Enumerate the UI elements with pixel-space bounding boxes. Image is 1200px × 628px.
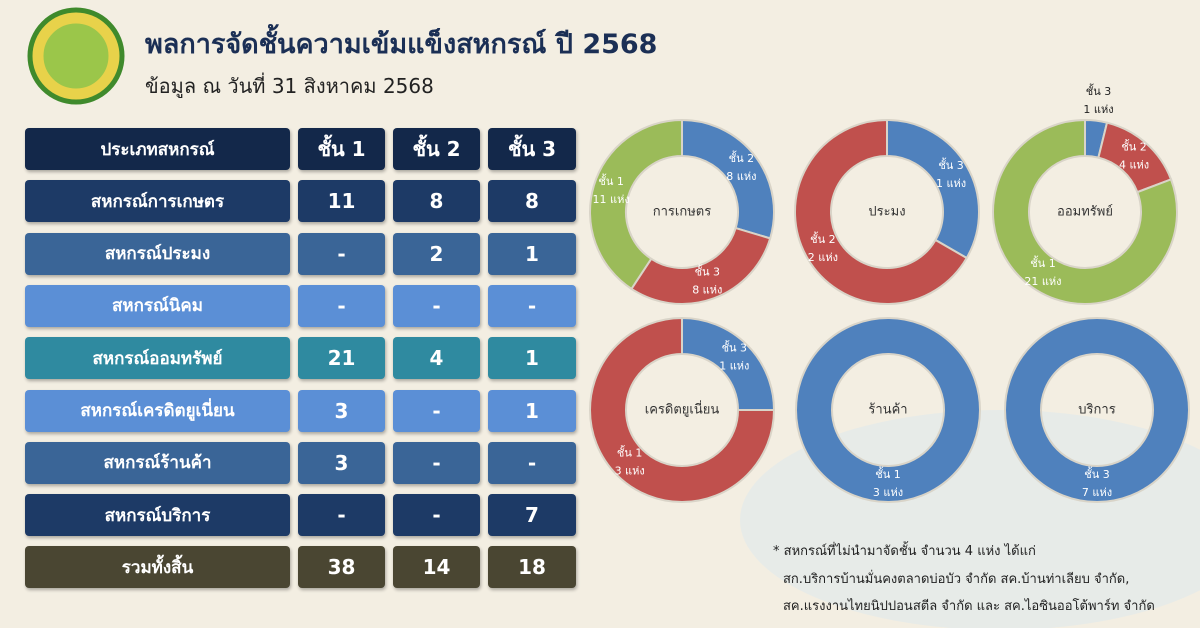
table-cell: - xyxy=(393,494,480,537)
table-cell: 18 xyxy=(488,546,576,589)
table-cell: - xyxy=(298,232,385,275)
header-cell: ประเภทสหกรณ์ xyxy=(25,128,290,170)
slice-category: ชั้น 2 xyxy=(810,231,835,246)
donut-slice xyxy=(630,226,772,305)
subtitle: ข้อมูล ณ วันที่ 31 สิงหาคม 2568 xyxy=(145,74,434,98)
table-cell: 8 xyxy=(393,180,480,223)
table-cell: - xyxy=(298,284,385,327)
slice-value-label: 1 แห่ง xyxy=(719,360,749,373)
table-cell: รวมทั้งสิ้น xyxy=(25,546,290,589)
slice-value-label: 11 แห่ง xyxy=(592,193,629,206)
footnote: สก.บริการบ้านมั่นคงตลาดบ่อบัว จำกัด สค.บ… xyxy=(783,572,1130,587)
table-cell: สหกรณ์การเกษตร xyxy=(25,180,290,223)
slice-value-label: 3 แห่ง xyxy=(615,464,645,477)
slice-category: ชั้น 3 xyxy=(1084,466,1109,481)
table-cell: 21 xyxy=(298,337,385,380)
slice-category: ชั้น 3 xyxy=(722,340,747,355)
footnote: * สหกรณ์ที่ไม่นำมาจัดชั้น จำนวน 4 แห่ง ไ… xyxy=(773,544,1036,559)
table-cell: 14 xyxy=(393,546,480,589)
donut-slice xyxy=(795,316,981,504)
slice-value-label: 3 แห่ง xyxy=(873,486,903,499)
table-cell: สหกรณ์ประมง xyxy=(25,232,290,275)
donut-title: ออมทรัพย์ xyxy=(1057,204,1113,220)
slice-value-label: 1 แห่ง xyxy=(1083,103,1113,116)
table-cell: 3 xyxy=(298,441,385,484)
donut-slice xyxy=(589,316,776,503)
slice-category: ชั้น 1 xyxy=(617,444,642,459)
header-cell: ชั้น 3 xyxy=(488,128,576,170)
table-cell: - xyxy=(298,494,385,537)
donut-slice xyxy=(1004,316,1190,504)
donut-slice xyxy=(1097,121,1173,194)
table-cell: - xyxy=(488,284,576,327)
donut-slice xyxy=(589,118,683,291)
title: พลการจัดชั้นความเข้มแข็งสหกรณ์ ปี 2568 xyxy=(145,29,658,60)
table-cell: - xyxy=(393,389,480,432)
table-cell: 1 xyxy=(488,389,576,432)
table-cell: สหกรณ์นิคม xyxy=(25,284,290,327)
slice-category: ชั้น 1 xyxy=(1030,255,1055,270)
donut-slice xyxy=(794,118,969,305)
table-cell: 11 xyxy=(298,180,385,223)
table-cell: สหกรณ์ร้านค้า xyxy=(25,441,290,484)
donut-slice xyxy=(886,118,980,260)
slice-value-label: 8 แห่ง xyxy=(692,284,722,297)
table-cell: 4 xyxy=(393,337,480,380)
table-cell: 38 xyxy=(298,546,385,589)
slice-value-label: 21 แห่ง xyxy=(1024,275,1061,288)
slice-category: ชั้น 2 xyxy=(729,150,754,165)
table-cell: 7 xyxy=(488,494,576,537)
footnote: สค.แรงงานไทยนิปปอนสตีล จำกัด และ สค.ไอซิ… xyxy=(783,599,1155,614)
slice-value-label: 4 แห่ง xyxy=(1119,159,1149,172)
table-cell: 3 xyxy=(298,389,385,432)
table-cell: สหกรณ์ออมทรัพย์ xyxy=(25,337,290,380)
donut-title: การเกษตร xyxy=(653,205,711,220)
slice-value-label: 1 แห่ง xyxy=(936,177,966,190)
table-cell: สหกรณ์เครดิตยูเนี่ยน xyxy=(25,389,290,432)
table-cell: สหกรณ์บริการ xyxy=(25,494,290,537)
slice-category: ชั้น 2 xyxy=(1121,139,1146,154)
table-cell: 1 xyxy=(488,232,576,275)
slice-category: ชั้น 1 xyxy=(598,173,623,188)
slice-value-label: 7 แห่ง xyxy=(1082,486,1112,499)
donut-title: ร้านค้า xyxy=(868,403,907,418)
slice-category: ชั้น 3 xyxy=(938,157,963,172)
table-cell: - xyxy=(393,441,480,484)
table-cell: - xyxy=(393,284,480,327)
table-cell: 2 xyxy=(393,232,480,275)
donut-slice xyxy=(992,118,1178,305)
table-cell: - xyxy=(488,441,576,484)
slice-value-label: 2 แห่ง xyxy=(808,251,838,264)
slice-category: ชั้น 1 xyxy=(875,466,900,481)
donut-slice xyxy=(681,118,775,240)
table-cell: 8 xyxy=(488,180,576,223)
donut-title: ประมง xyxy=(868,205,905,220)
slice-category: ชั้น 3 xyxy=(1086,83,1111,98)
slice-value-label: 8 แห่ง xyxy=(726,170,756,183)
table-cell: 1 xyxy=(488,337,576,380)
logo-inner xyxy=(40,20,112,92)
donut-title: เครดิตยูเนี่ยน xyxy=(645,401,720,418)
donut-title: บริการ xyxy=(1078,403,1115,418)
header-cell: ชั้น 2 xyxy=(393,128,480,170)
slice-category: ชั้น 3 xyxy=(695,264,720,279)
header-cell: ชั้น 1 xyxy=(298,128,385,170)
